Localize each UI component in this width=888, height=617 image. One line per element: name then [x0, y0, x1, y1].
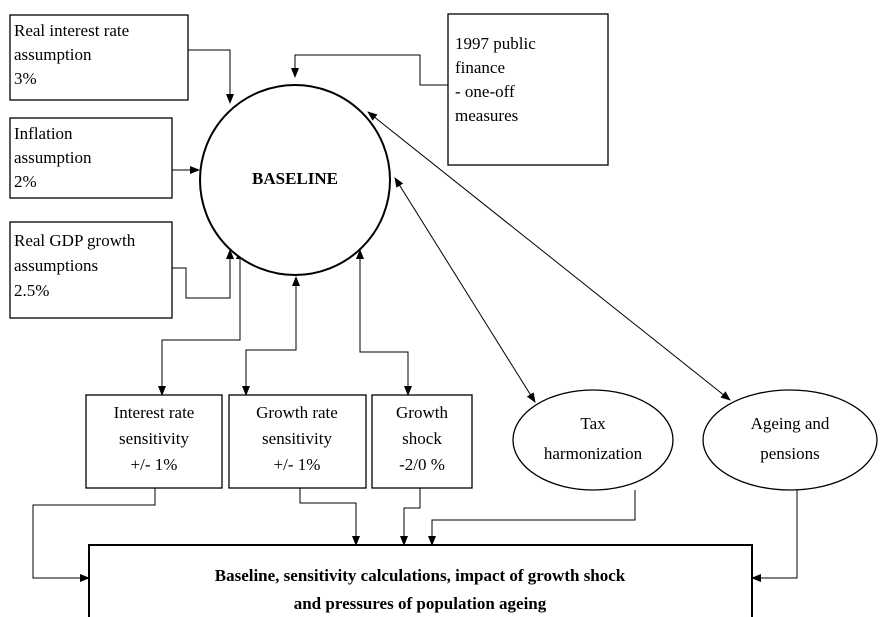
box — [9, 117, 173, 199]
arrow — [428, 490, 636, 546]
node-label: and pressures of population ageing — [294, 594, 547, 613]
node-label: pensions — [760, 444, 820, 463]
arrow — [172, 249, 234, 299]
node-label: - one-off — [455, 82, 515, 101]
shapes — [9, 13, 878, 617]
node-label: 2% — [14, 172, 37, 191]
node-label: assumptions — [14, 256, 98, 275]
node-label: Real GDP growth — [14, 231, 136, 250]
arrow — [158, 249, 244, 396]
node-label: -2/0 % — [399, 455, 445, 474]
arrow — [356, 249, 412, 396]
node-label: Tax — [580, 414, 606, 433]
box — [447, 13, 609, 166]
node-label: BASELINE — [252, 169, 338, 188]
ellipse — [512, 389, 674, 491]
box — [9, 221, 173, 319]
node-label: Real interest rate — [14, 21, 129, 40]
arrow — [242, 276, 300, 396]
arrow — [751, 490, 798, 582]
node-label: Inflation — [14, 124, 73, 143]
node-label: shock — [402, 429, 442, 448]
arrow — [32, 488, 156, 582]
box — [228, 394, 367, 489]
node-label: +/- 1% — [274, 455, 321, 474]
box — [9, 14, 189, 101]
arrow — [299, 488, 360, 546]
node-label: 3% — [14, 69, 37, 88]
box — [371, 394, 473, 489]
arrow — [188, 49, 234, 104]
node-label: finance — [455, 58, 505, 77]
arrow — [400, 488, 421, 546]
node-label: assumption — [14, 148, 92, 167]
box — [85, 394, 223, 489]
node-label: Interest rate — [114, 403, 195, 422]
box — [88, 544, 753, 617]
arrow — [291, 54, 448, 86]
arrow — [394, 177, 536, 403]
arrow — [367, 111, 731, 401]
node-label: Ageing and — [751, 414, 830, 433]
circle — [199, 84, 391, 276]
node-label: sensitivity — [119, 429, 189, 448]
node-label: sensitivity — [262, 429, 332, 448]
connectors — [32, 49, 798, 582]
ellipse — [702, 389, 878, 491]
node-label: Growth — [396, 403, 448, 422]
node-label: 2.5% — [14, 281, 49, 300]
node-label: Growth rate — [256, 403, 338, 422]
node-label: 1997 public — [455, 34, 536, 53]
node-label: measures — [455, 106, 518, 125]
node-label: harmonization — [544, 444, 643, 463]
node-label: assumption — [14, 45, 92, 64]
node-label: Baseline, sensitivity calculations, impa… — [215, 566, 626, 585]
node-label: +/- 1% — [131, 455, 178, 474]
